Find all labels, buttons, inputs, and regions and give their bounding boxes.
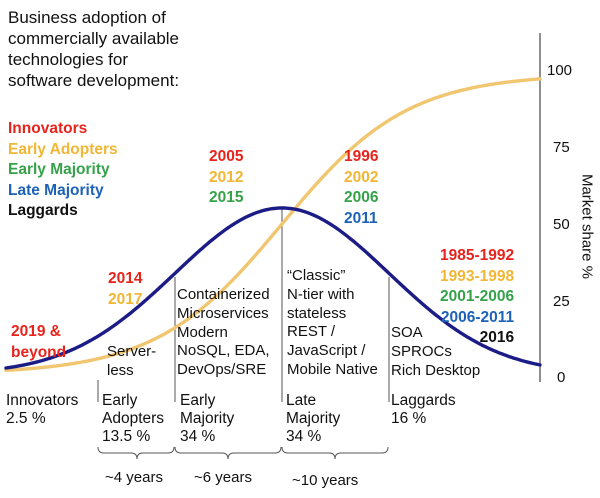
- legend-innovators: Innovators: [8, 120, 88, 137]
- axis-title: Market share %: [578, 173, 596, 280]
- early-majority-year: 2012: [209, 168, 244, 186]
- early-majority-year: 2005: [209, 148, 244, 165]
- tick-label: 0: [557, 369, 566, 386]
- late-majority-year: 1996: [344, 148, 379, 165]
- market-share-s-curve: [4, 77, 542, 372]
- early-majority-year: 2015: [209, 189, 244, 206]
- brace-early-majority: [174, 446, 282, 460]
- legend-late-majority: Late Majority: [8, 181, 104, 199]
- duration-late-majority: ~10 years: [292, 472, 359, 489]
- brace-late-majority: [281, 446, 389, 460]
- legend-early-adopters: Early Adopters: [8, 140, 118, 158]
- segment-early-majority-tech: Containerized Microservices Modern NoSQL…: [177, 286, 270, 379]
- laggards-year: 2001-2006: [440, 288, 515, 305]
- legend: Innovators Early Adopters Early Majority…: [8, 119, 118, 222]
- innovators-year-line: beyond: [11, 343, 67, 361]
- tick-label: 75: [553, 139, 570, 156]
- innovators-year-line: 2019 &: [11, 323, 61, 340]
- innovators-years: 2019 & beyond: [11, 322, 66, 363]
- brace-early-adopters: [97, 446, 175, 460]
- segment-early-adopters-tech: Server- less: [107, 343, 157, 379]
- late-majority-year: 2002: [344, 168, 379, 186]
- adoption-bell-curve: [4, 206, 542, 370]
- laggards-years: 1985-1992 1993-1998 2001-2006 2006-2011 …: [440, 246, 514, 349]
- early-majority-years: 2005 2012 2015: [209, 147, 243, 209]
- laggards-year: 1993-1998: [440, 267, 515, 285]
- duration-early-majority: ~6 years: [194, 469, 252, 486]
- segment-laggards-tech: SOA SPROCs Rich Desktop: [391, 324, 481, 379]
- category-innovators: Innovators 2.5 %: [6, 392, 79, 427]
- laggards-year: 1985-1992: [440, 247, 515, 264]
- tick-label: 100: [547, 62, 573, 79]
- duration-early-adopters: ~4 years: [105, 469, 163, 486]
- intro-text: Business adoption of commercially availa…: [8, 8, 180, 90]
- early-adopters-years: 2014 2017: [108, 269, 142, 310]
- category-laggards: Laggards 16 %: [391, 392, 456, 427]
- category-early-majority: Early Majority 34 %: [180, 392, 235, 445]
- late-majority-years: 1996 2002 2006 2011: [344, 147, 378, 229]
- category-early-adopters: Early Adopters 13.5 %: [102, 392, 165, 445]
- late-majority-year: 2006: [344, 189, 379, 206]
- early-adopters-year: 2017: [108, 290, 143, 308]
- category-late-majority: Late Majority 34 %: [286, 392, 341, 445]
- tick-label: 50: [553, 216, 570, 233]
- segment-late-majority-tech: “Classic” N-tier with stateless REST / J…: [287, 267, 378, 378]
- early-adopters-year: 2014: [108, 270, 143, 287]
- laggards-year: 2016: [479, 329, 515, 346]
- late-majority-year: 2011: [344, 209, 378, 227]
- legend-laggards: Laggards: [8, 202, 78, 219]
- legend-early-majority: Early Majority: [8, 161, 110, 178]
- laggards-year: 2006-2011: [440, 308, 515, 326]
- tick-label: 25: [553, 293, 570, 310]
